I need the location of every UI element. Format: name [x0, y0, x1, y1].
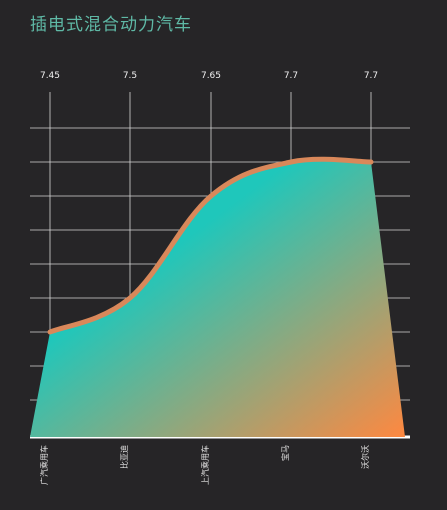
value-label: 7.5 — [123, 71, 137, 81]
value-label: 7.65 — [201, 71, 221, 81]
value-label: 7.45 — [40, 71, 60, 81]
area-layer — [30, 156, 405, 437]
series-line — [47, 156, 374, 335]
labels: 7.45 7.5 7.65 7.7 7.7 广汽乘用车 比亚迪 上汽乘用车 宝马 沃尔沃 — [39, 71, 378, 485]
value-label: 7.7 — [284, 71, 298, 81]
chart-title: 插电式混合动力汽车 — [30, 15, 192, 35]
category-label: 广汽乘用车 — [39, 445, 49, 485]
area-fill — [30, 159, 405, 437]
category-label: 比亚迪 — [119, 445, 129, 469]
category-label: 宝马 — [280, 445, 290, 461]
category-label: 沃尔沃 — [360, 445, 370, 469]
value-label: 7.7 — [364, 71, 378, 81]
category-label: 上汽乘用车 — [200, 445, 210, 485]
